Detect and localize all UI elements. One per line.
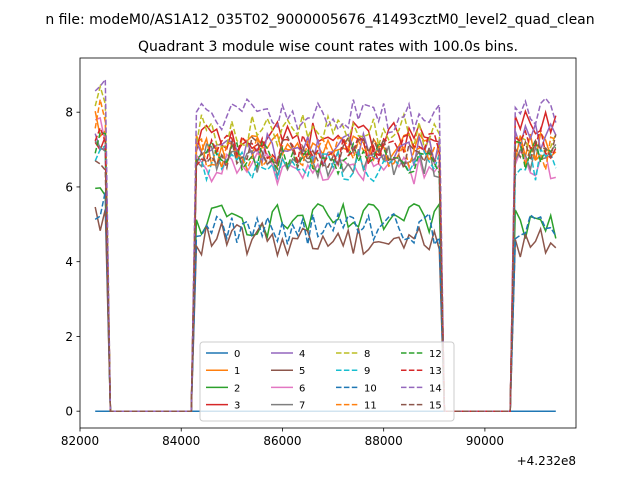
axes: 82000 84000 86000 88000 90000 0 2 4 6 8 [61,57,577,448]
figure-suptitle: n file: modeM0/AS1A12_035T02_9000005676_… [45,12,594,28]
legend-label-8: 8 [364,349,370,360]
legend-label-1: 1 [234,366,240,377]
y-tick-label: 4 [65,255,73,269]
legend-label-6: 6 [299,383,305,394]
chart-title: Quadrant 3 module wise count rates with … [138,39,518,55]
legend-label-13: 13 [429,366,442,377]
x-tick-label: 84000 [162,434,200,448]
y-tick-label: 2 [65,330,73,344]
legend-label-15: 15 [429,401,442,412]
legend-label-4: 4 [299,349,305,360]
series-line-15 [94,134,557,412]
x-tick-label: 86000 [263,434,301,448]
legend-label-7: 7 [299,401,305,412]
plot-frame [79,57,577,429]
x-tick-label: 90000 [466,434,504,448]
legend-label-10: 10 [364,383,377,394]
y-tick-label: 6 [65,180,73,194]
legend-label-5: 5 [299,366,305,377]
legend-label-12: 12 [429,349,442,360]
y-tick-label: 8 [65,106,73,120]
x-offset-label: +4.232e8 [517,454,576,468]
x-tick-label: 88000 [365,434,403,448]
legend-label-2: 2 [234,383,240,394]
plot-area [94,77,557,412]
legend-box [199,341,455,422]
legend-label-14: 14 [429,383,442,394]
legend-label-3: 3 [234,401,240,412]
series-line-14 [94,77,557,412]
legend-label-0: 0 [234,349,240,360]
legend-label-9: 9 [364,366,370,377]
x-tick-label: 82000 [61,434,99,448]
y-tick-label: 0 [65,405,73,419]
legend-label-11: 11 [364,401,377,412]
